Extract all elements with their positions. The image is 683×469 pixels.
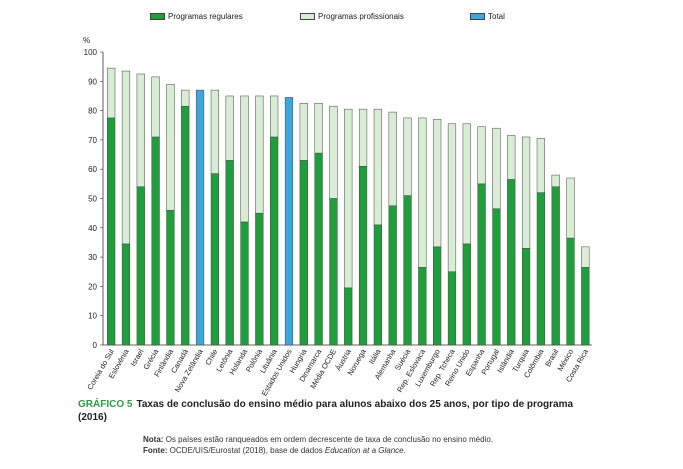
y-tick-label: 40 [88, 224, 97, 233]
bar-regular [388, 205, 397, 346]
bar-professional [492, 127, 501, 210]
y-tick-label: 70 [88, 136, 97, 145]
y-tick-label: 80 [88, 107, 97, 116]
bar-professional [536, 138, 545, 193]
bar-professional [403, 117, 412, 196]
bar-regular [566, 237, 575, 346]
bar-regular [536, 192, 545, 346]
bar-regular [255, 212, 264, 346]
bar-professional [181, 89, 190, 107]
bar-total [195, 89, 205, 346]
bar-professional [462, 123, 471, 245]
bar-regular [373, 224, 382, 346]
source-end: . [403, 446, 406, 455]
bar-regular [403, 195, 412, 346]
bar-professional [418, 117, 427, 268]
caption-label: GRÁFICO 5 [78, 399, 133, 410]
bar-professional [358, 108, 368, 167]
y-tick-label: 0 [93, 341, 98, 350]
bar-regular [181, 105, 190, 346]
legend-swatch-professional [300, 13, 315, 20]
bar-professional [566, 177, 575, 239]
bar-professional [477, 126, 486, 185]
legend-label-total: Total [488, 12, 505, 21]
bar-regular [314, 152, 323, 346]
bar-professional [210, 89, 219, 174]
bar-professional [433, 119, 442, 248]
bar-regular [240, 221, 249, 346]
bar-regular [447, 271, 457, 346]
bar-regular [136, 186, 145, 346]
y-tick-label: 60 [88, 165, 97, 174]
bar-professional [521, 136, 531, 249]
bar-professional [344, 108, 353, 289]
bar-regular [344, 287, 353, 346]
bar-regular [329, 198, 338, 346]
source-italic: Education at a Glance [324, 446, 404, 455]
bar-regular [492, 208, 501, 346]
note-text: Os países estão ranqueados em ordem decr… [165, 435, 493, 444]
bar-regular [521, 248, 531, 346]
bar-professional [270, 95, 279, 138]
bar-regular [151, 136, 160, 346]
bar-professional [447, 123, 457, 272]
bar-professional [581, 246, 590, 268]
bar-regular [270, 136, 279, 346]
figure-caption: GRÁFICO 5 Taxas de conclusão do ensino mé… [78, 398, 590, 424]
figure-notes: Nota: Os países estão ranqueados em orde… [143, 434, 493, 456]
source-label: Fonte: [143, 446, 168, 455]
y-tick-label: 50 [88, 195, 97, 204]
bar-professional [551, 174, 560, 188]
bar-regular [225, 160, 234, 346]
bar-professional [121, 70, 131, 245]
legend-swatch-regular [150, 13, 165, 20]
legend: Programas regulares Programas profission… [150, 12, 570, 26]
bar-professional [151, 76, 160, 138]
y-tick-label: 20 [88, 282, 97, 291]
note-line: Nota: Os países estão ranqueados em orde… [143, 434, 493, 445]
y-tick-label: 10 [88, 312, 97, 321]
bar-regular [166, 209, 175, 346]
bar-professional [373, 108, 382, 226]
legend-item-total: Total [470, 12, 505, 21]
note-label: Nota: [143, 435, 164, 444]
legend-swatch-total [470, 13, 485, 20]
y-tick-label: 100 [84, 48, 98, 57]
legend-label-regular: Programas regulares [168, 12, 243, 21]
bar-professional [136, 73, 145, 188]
bar-professional [329, 105, 338, 199]
bar-professional [507, 135, 516, 180]
bar-professional [314, 103, 323, 154]
bar-regular [107, 117, 116, 346]
bar-regular [418, 267, 427, 346]
bar-regular [358, 166, 368, 346]
bar-regular [462, 243, 471, 346]
legend-item-professional: Programas profissionais [300, 12, 404, 21]
y-tick-label: 30 [88, 253, 97, 262]
y-axis-label: % [83, 36, 90, 45]
bar-professional [166, 83, 175, 211]
bar-regular [210, 173, 219, 346]
bar-professional [299, 103, 308, 161]
legend-item-regular: Programas regulares [150, 12, 243, 21]
caption-text: Taxas de conclusão do ensino médio para … [78, 399, 574, 423]
legend-label-professional: Programas profissionais [318, 12, 404, 21]
bar-professional [225, 95, 234, 161]
source-text: OCDE/UIS/Eurostat (2018), base de dados [169, 446, 325, 455]
bar-regular [299, 160, 308, 346]
bar-regular [477, 183, 486, 346]
bar-regular [581, 267, 590, 346]
bar-professional [240, 95, 249, 223]
bar-regular [551, 186, 560, 346]
bar-regular [433, 246, 442, 346]
bar-regular [507, 179, 516, 346]
bar-professional [388, 111, 397, 207]
source-line: Fonte: OCDE/UIS/Eurostat (2018), base de… [143, 445, 493, 456]
y-tick-label: 90 [88, 77, 97, 86]
bar-professional [107, 67, 116, 119]
bar-professional [255, 95, 264, 214]
bar-regular [121, 243, 131, 346]
bar-total [284, 97, 294, 346]
